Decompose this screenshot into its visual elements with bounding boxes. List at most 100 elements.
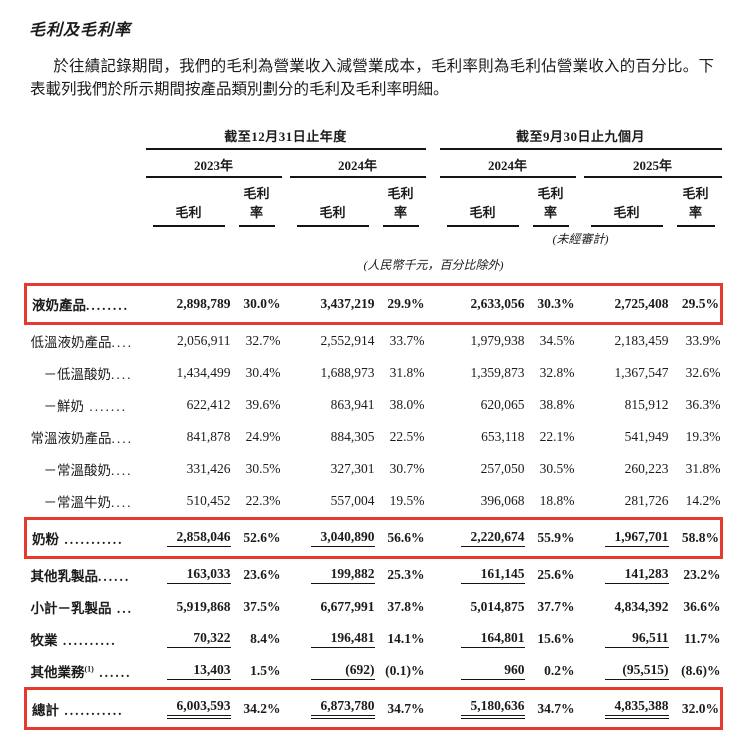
gap-cell xyxy=(282,655,290,689)
gap-cell xyxy=(576,177,584,227)
margin-value: 58.8% xyxy=(669,517,724,559)
gap-cell xyxy=(575,283,584,325)
margin-value: 32.8% xyxy=(539,365,575,380)
margin-value: 30.7% xyxy=(389,461,425,476)
gross-profit-value: 257,050 xyxy=(480,461,525,476)
dot-leader: .......... xyxy=(57,633,117,648)
year-2024: 2024年 xyxy=(289,149,426,178)
gap-cell xyxy=(426,389,440,421)
dot-leader: .... xyxy=(111,495,133,510)
gross-profit-value: 2,220,674 xyxy=(439,517,526,559)
gross-profit-value: 1,979,938 xyxy=(470,333,525,348)
gap-cell xyxy=(282,623,290,655)
gross-profit-value: 2,725,408 xyxy=(583,283,670,325)
gross-profit-value: 3,437,219 xyxy=(289,283,376,325)
margin-value: 25.6% xyxy=(537,567,575,582)
gross-profit-value: 2,633,056 xyxy=(439,283,526,325)
gap-cell xyxy=(282,453,290,485)
gross-profit-value: 5,180,636 xyxy=(439,687,526,730)
period-group-nine-months: 截至9月30日止九個月 xyxy=(439,126,722,150)
gap-cell xyxy=(282,389,290,421)
margin-value: 34.7% xyxy=(375,687,426,730)
gap-cell xyxy=(426,357,440,389)
margin-value: 38.8% xyxy=(539,397,575,412)
page-title: 毛利及毛利率 xyxy=(29,22,132,39)
gap-cell xyxy=(576,591,584,623)
blank-cell xyxy=(26,227,440,253)
col-header-gross-profit: 毛利 xyxy=(584,177,670,227)
table-row: 小計－乳製品 ... 5,919,868 37.5% 6,677,991 37.8% 5,… xyxy=(26,591,722,623)
gross-profit-value: 4,834,392 xyxy=(614,599,669,614)
margin-value: 14.2% xyxy=(685,493,721,508)
table-row: －常溫酸奶.... 331,426 30.5% 327,301 30.7% 257,050… xyxy=(26,453,722,485)
table-row: －常溫牛奶.... 510,452 22.3% 557,004 19.5% 396,068… xyxy=(26,485,722,519)
margin-value: 25.3% xyxy=(387,567,425,582)
margin-value: 34.5% xyxy=(539,333,575,348)
gap-cell xyxy=(426,558,440,592)
blank-cell xyxy=(26,253,146,285)
col-header-margin: 毛利率 xyxy=(526,177,576,227)
margin-value: 34.2% xyxy=(231,687,282,730)
gross-profit-value: 199,882 xyxy=(290,558,376,592)
margin-value: 31.8% xyxy=(389,365,425,380)
gross-profit-value: 6,677,991 xyxy=(320,599,375,614)
gross-profit-value: 960 xyxy=(440,655,526,689)
margin-value: 22.5% xyxy=(389,429,425,444)
margin-value: 31.8% xyxy=(685,461,721,476)
year-2024-9m: 2024年 xyxy=(439,149,576,178)
gap-cell xyxy=(576,389,584,421)
gross-profit-value: 141,283 xyxy=(584,558,670,592)
margin-value: 30.4% xyxy=(245,365,281,380)
margin-value: 33.7% xyxy=(389,333,425,348)
gross-profit-value: 863,941 xyxy=(330,397,375,412)
gross-profit-value: 6,873,780 xyxy=(289,687,376,730)
year-row: 2023年 2024年 2024年 2025年 xyxy=(26,149,722,178)
gap-cell xyxy=(282,357,290,389)
margin-value: 0.2% xyxy=(544,663,575,678)
dot-leader: .... xyxy=(111,367,133,382)
margin-value: (0.1)% xyxy=(385,663,425,678)
dot-leader: .... xyxy=(111,431,133,446)
gap-cell xyxy=(426,149,440,177)
dot-leader: .... xyxy=(111,335,133,350)
row-label: 總計 ........... xyxy=(24,687,146,730)
gross-profit-value: 1,434,499 xyxy=(176,365,231,380)
row-label: 奶粉 ........... xyxy=(24,517,146,559)
dot-leader: ........... xyxy=(59,702,124,718)
gross-profit-value: 327,301 xyxy=(330,461,375,476)
row-label: 牧業 .......... xyxy=(30,633,117,648)
gap-cell xyxy=(575,517,584,559)
gross-profit-value: 2,552,914 xyxy=(320,333,375,348)
margin-value: 19.3% xyxy=(685,429,721,444)
table-row: 其他業務(1) ...... 13,403 1.5% (692) (0.1)% 960 0.… xyxy=(26,655,722,689)
gross-profit-value: 2,898,789 xyxy=(145,283,232,325)
gap-cell xyxy=(282,421,290,453)
gross-profit-value: 510,452 xyxy=(186,493,231,508)
gross-profit-value: 13,403 xyxy=(146,655,232,689)
gross-profit-value: 541,949 xyxy=(624,429,669,444)
gross-profit-value: 2,858,046 xyxy=(145,517,232,559)
gap-cell xyxy=(282,324,290,358)
gap-cell xyxy=(576,357,584,389)
gap-cell xyxy=(426,126,440,149)
gross-profit-value: 622,412 xyxy=(186,397,231,412)
units-note-row: (人民幣千元，百分比除外) xyxy=(26,253,722,285)
margin-value: 37.5% xyxy=(243,599,281,614)
gross-profit-value: 164,801 xyxy=(440,623,526,655)
dot-leader: .... xyxy=(111,463,133,478)
gap-cell xyxy=(282,177,290,227)
col-header-gross-profit: 毛利 xyxy=(440,177,526,227)
row-label: 小計－乳製品 ... xyxy=(30,601,133,616)
row-label: 其他業務(1) ...... xyxy=(30,664,132,680)
col-header-gross-profit: 毛利 xyxy=(146,177,232,227)
margin-value: (8.6)% xyxy=(681,663,721,678)
year-2025: 2025年 xyxy=(583,149,722,178)
dot-leader: ... xyxy=(111,601,133,616)
dot-leader: ...... xyxy=(98,569,131,584)
margin-value: 36.6% xyxy=(683,599,721,614)
gross-profit-value: 1,967,701 xyxy=(583,517,670,559)
dot-leader: ...... xyxy=(93,665,132,680)
gap-cell xyxy=(281,283,290,325)
row-label: 低溫液奶產品.... xyxy=(30,335,133,350)
dot-leader: ........ xyxy=(86,298,129,313)
